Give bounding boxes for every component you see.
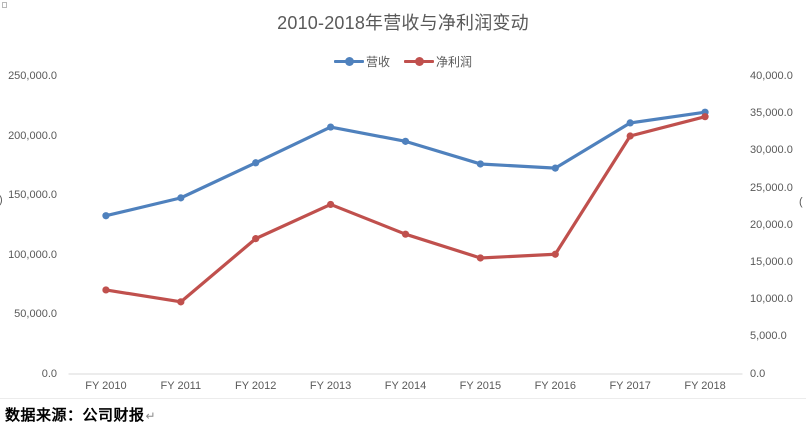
paragraph-return-mark: ↵ <box>145 409 157 423</box>
x-axis-tick: FY 2014 <box>384 380 427 392</box>
x-axis-tick: FY 2018 <box>684 380 726 392</box>
left-axis-tick: 250,000.0 <box>8 70 57 82</box>
x-axis-tick: FY 2017 <box>609 380 651 392</box>
left-axis-tick: 50,000.0 <box>14 308 57 320</box>
source-note: 数据来源：公司财报↵ <box>5 404 156 423</box>
right-axis-tick: 15,000.0 <box>750 255 793 268</box>
right-axis-tick: 25,000.0 <box>750 181 793 194</box>
right-axis-tick: 5,000.0 <box>750 330 787 343</box>
source-note-text: 数据来源：公司财报 <box>5 407 145 423</box>
chart-title: 2010-2018年营收与净利润变动 <box>277 13 529 33</box>
revenue-line-marker-icon <box>333 56 364 66</box>
x-axis-tick: FY 2013 <box>309 380 352 392</box>
right-axis-tick: 20,000.0 <box>750 218 793 231</box>
right-axis-tick: 40,000.0 <box>750 70 793 82</box>
right-axis-title-fragment: ( <box>799 196 803 208</box>
left-axis-tick: 0.0 <box>41 367 57 380</box>
legend-item-netprofit[interactable]: 净利润 <box>404 53 472 70</box>
legend-label-netprofit: 净利润 <box>436 54 473 69</box>
legend-item-revenue[interactable]: 营收 <box>333 53 390 70</box>
legend-label-revenue: 营收 <box>365 54 390 69</box>
x-axis-tick: FY 2012 <box>235 380 277 392</box>
right-axis-tick: 35,000.0 <box>750 107 793 120</box>
chart-legend: 营收 净利润 <box>0 52 806 70</box>
left-axis-tick: 150,000.0 <box>8 189 57 201</box>
x-axis-tick: FY 2010 <box>85 380 127 392</box>
left-axis-tick: 200,000.0 <box>8 129 57 142</box>
netprofit-line-marker-icon <box>404 56 434 66</box>
chart-bottom-border <box>0 398 806 399</box>
left-axis-title-fragment: ) <box>0 194 3 206</box>
x-axis-tick: FY 2011 <box>160 380 202 392</box>
x-axis-tick: FY 2016 <box>534 380 576 392</box>
left-axis-tick: 100,000.0 <box>8 248 57 261</box>
embedded-chart[interactable]: 2010-2018年营收与净利润变动 营收 净利润 ) ( 0.0 50,000.… <box>0 0 806 400</box>
page-artifact-mark <box>2 2 7 8</box>
right-axis-tick: 30,000.0 <box>750 144 793 157</box>
right-axis-tick: 0.0 <box>750 367 766 380</box>
right-axis-tick: 10,000.0 <box>750 293 793 306</box>
x-axis-tick: FY 2015 <box>459 380 502 392</box>
